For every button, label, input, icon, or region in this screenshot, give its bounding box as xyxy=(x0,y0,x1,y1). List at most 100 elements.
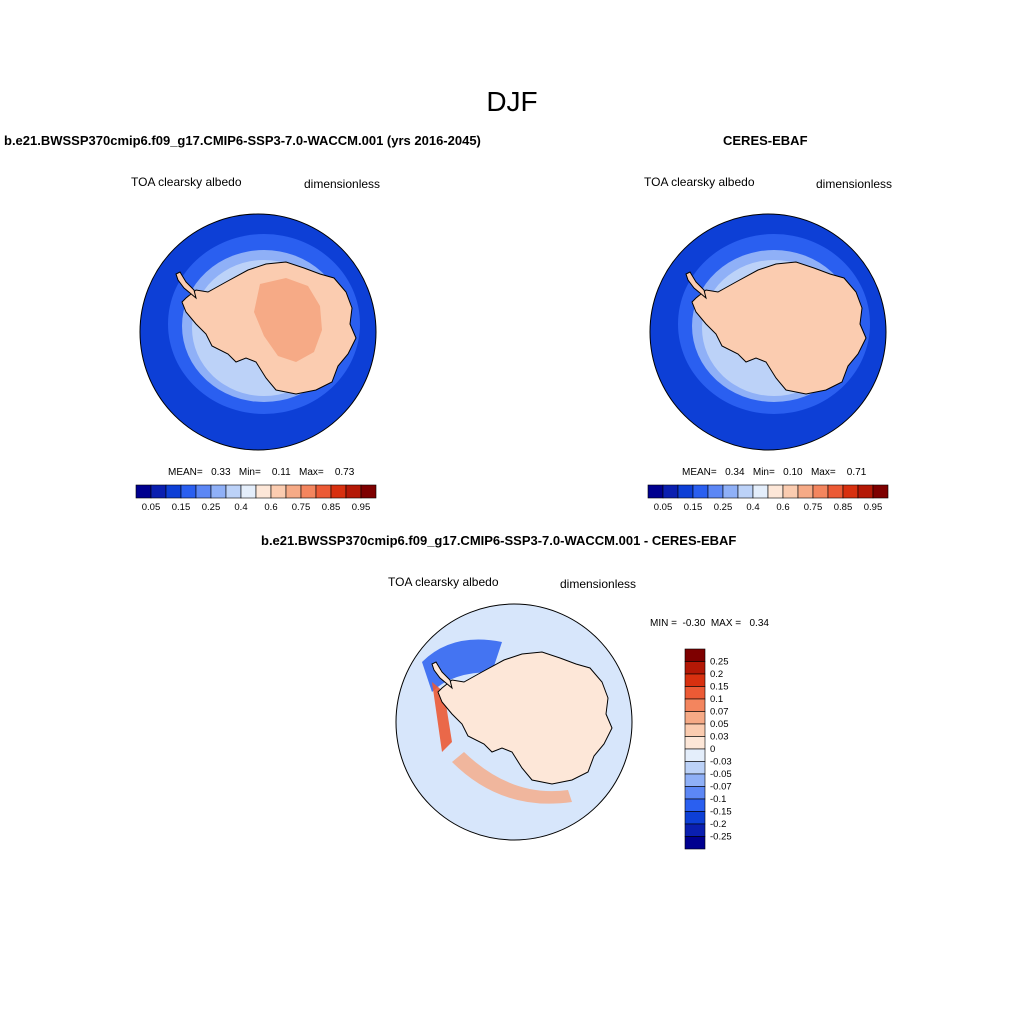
colorbar-box xyxy=(684,786,706,800)
map-content xyxy=(140,214,376,450)
colorbar-tick-label: 0.85 xyxy=(322,502,341,513)
colorbar-box xyxy=(812,484,829,499)
diff-stats: MIN = -0.30 MAX = 0.34 xyxy=(650,618,769,629)
colorbar-tick-label: 0.75 xyxy=(804,502,823,513)
colorbar-box xyxy=(662,484,679,499)
colorbar-box xyxy=(684,661,706,675)
colorbar-box xyxy=(684,736,706,750)
colorbar-box xyxy=(330,484,347,499)
colorbar-tick-label: 0.05 xyxy=(142,502,161,513)
colorbar-tick-label: 0.75 xyxy=(292,502,311,513)
high-albedo-plateau xyxy=(254,278,322,362)
obs-variable-label: TOA clearsky albedo xyxy=(644,175,755,189)
model-stats: MEAN= 0.33 Min= 0.11 Max= 0.73 xyxy=(168,467,355,478)
diff-colorbar: 0.250.2 0.150.1 0.070.05 0.030 -0.03-0.05 -0.… xyxy=(684,648,732,850)
colorbar-box xyxy=(180,484,197,499)
colorbar-box xyxy=(315,484,332,499)
colorbar-box xyxy=(684,823,706,837)
map-content xyxy=(650,214,886,450)
antarctica-outline xyxy=(691,261,867,395)
colorbar-tick-label: -0.15 xyxy=(710,807,732,818)
colorbar-tick-label: 0.25 xyxy=(710,657,729,668)
peninsula-outline xyxy=(175,271,197,300)
model-units-label: dimensionless xyxy=(304,177,381,191)
colorbar-box xyxy=(707,484,724,499)
diff-polar-map xyxy=(395,603,633,841)
colorbar-box xyxy=(684,773,706,787)
colorbar-box xyxy=(767,484,784,499)
peninsula-outline xyxy=(431,661,453,690)
colorbar-tick-label: 0.4 xyxy=(746,502,759,513)
colorbar-box xyxy=(300,484,317,499)
colorbar-box xyxy=(165,484,182,499)
colorbar-tick-label: 0.03 xyxy=(710,732,729,743)
colorbar-tick-label: 0.15 xyxy=(172,502,191,513)
colorbar-tick-label: 0 xyxy=(710,744,715,755)
colorbar-box xyxy=(684,698,706,712)
colorbar-tick-label: -0.2 xyxy=(710,819,726,830)
positive-anomaly-region xyxy=(452,752,572,804)
colorbar-tick-label: 0.85 xyxy=(834,502,853,513)
colorbar-tick-label: 0.07 xyxy=(710,707,729,718)
figure-title: DJF xyxy=(486,86,538,117)
colorbar-box xyxy=(782,484,799,499)
antarctica-outline xyxy=(437,651,613,785)
colorbar-tick-label: 0.95 xyxy=(864,502,883,513)
colorbar-tick-label: -0.07 xyxy=(710,782,732,793)
colorbar-box xyxy=(270,484,287,499)
model-variable-label: TOA clearsky albedo xyxy=(131,175,242,189)
positive-anomaly-region xyxy=(432,682,452,752)
colorbar-tick-label: -0.03 xyxy=(710,757,732,768)
colorbar-box xyxy=(225,484,242,499)
colorbar-box xyxy=(210,484,227,499)
model-polar-map xyxy=(139,213,377,451)
colorbar-box xyxy=(842,484,859,499)
colorbar-box xyxy=(684,748,706,762)
obs-units-label: dimensionless xyxy=(816,177,893,191)
obs-polar-map xyxy=(649,213,887,451)
colorbar-box xyxy=(827,484,844,499)
colorbar-box xyxy=(150,484,167,499)
colorbar-box xyxy=(255,484,272,499)
colorbar-tick-label: 0.05 xyxy=(710,719,729,730)
colorbar-box xyxy=(684,686,706,700)
colorbar-box xyxy=(135,484,152,499)
obs-panel-title: CERES-EBAF xyxy=(723,133,808,148)
colorbar-box xyxy=(684,798,706,812)
obs-stats: MEAN= 0.34 Min= 0.10 Max= 0.71 xyxy=(682,467,867,478)
colorbar-tick-label: 0.25 xyxy=(714,502,733,513)
colorbar-tick-label: -0.25 xyxy=(710,832,732,843)
colorbar-box xyxy=(684,723,706,737)
colorbar-box xyxy=(722,484,739,499)
colorbar-box xyxy=(195,484,212,499)
colorbar-tick-label: 0.15 xyxy=(684,502,703,513)
colorbar-tick-label: 0.05 xyxy=(654,502,673,513)
colorbar-box xyxy=(647,484,664,499)
colorbar-tick-label: 0.1 xyxy=(710,694,723,705)
colorbar-tick-label: 0.95 xyxy=(352,502,371,513)
colorbar-box xyxy=(857,484,874,499)
colorbar-box xyxy=(752,484,769,499)
colorbar-box xyxy=(684,761,706,775)
colorbar-box xyxy=(285,484,302,499)
colorbar-box xyxy=(872,484,889,499)
map-border xyxy=(649,213,887,451)
colorbar-tick-label: 0.25 xyxy=(202,502,221,513)
colorbar-tick-label: 0.15 xyxy=(710,682,729,693)
colorbar-tick-label: 0.6 xyxy=(264,502,277,513)
model-colorbar: 0.05 0.15 0.25 0.4 0.6 0.75 0.85 0.95 xyxy=(135,484,377,513)
colorbar-box xyxy=(684,648,706,662)
obs-colorbar: 0.05 0.15 0.25 0.4 0.6 0.75 0.85 0.95 xyxy=(647,484,889,513)
colorbar-box xyxy=(684,673,706,687)
colorbar-box xyxy=(797,484,814,499)
colorbar-tick-label: 0.2 xyxy=(710,669,723,680)
colorbar-tick-label: 0.4 xyxy=(234,502,247,513)
colorbar-tick-label: -0.05 xyxy=(710,769,732,780)
colorbar-box xyxy=(360,484,377,499)
colorbar-box xyxy=(345,484,362,499)
colorbar-box xyxy=(240,484,257,499)
diff-panel-title: b.e21.BWSSP370cmip6.f09_g17.CMIP6-SSP3-7… xyxy=(261,533,737,548)
colorbar-box xyxy=(684,811,706,825)
model-panel-title: b.e21.BWSSP370cmip6.f09_g17.CMIP6-SSP3-7… xyxy=(4,133,481,148)
colorbar-box xyxy=(677,484,694,499)
